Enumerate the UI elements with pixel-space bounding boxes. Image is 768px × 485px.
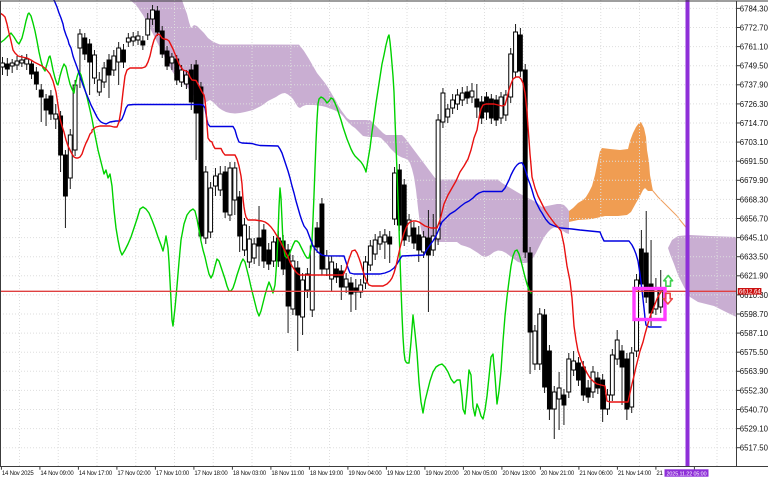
svg-text:17 Nov 02:00: 17 Nov 02:00 — [117, 471, 151, 477]
svg-text:6691.50: 6691.50 — [740, 157, 768, 166]
svg-text:18 Nov 03:00: 18 Nov 03:00 — [233, 471, 267, 477]
svg-text:2025.11.22 05:00: 2025.11.22 05:00 — [667, 472, 707, 478]
svg-text:6517.50: 6517.50 — [740, 444, 768, 453]
svg-text:6563.90: 6563.90 — [740, 367, 768, 376]
svg-text:6668.30: 6668.30 — [740, 195, 768, 204]
svg-text:18 Nov 19:00: 18 Nov 19:00 — [310, 471, 344, 477]
svg-text:20 Nov 05:00: 20 Nov 05:00 — [464, 471, 498, 477]
svg-text:21 Nov 06:00: 21 Nov 06:00 — [579, 471, 613, 477]
svg-text:6714.70: 6714.70 — [740, 119, 768, 128]
svg-text:6737.90: 6737.90 — [740, 81, 768, 90]
svg-text:6772.70: 6772.70 — [740, 23, 768, 32]
svg-text:6587.10: 6587.10 — [740, 329, 768, 338]
svg-text:14 Nov 17:00: 14 Nov 17:00 — [79, 471, 113, 477]
svg-text:6784.30: 6784.30 — [740, 4, 768, 13]
svg-text:6761.10: 6761.10 — [740, 43, 768, 52]
svg-text:6749.50: 6749.50 — [740, 62, 768, 71]
svg-text:6633.50: 6633.50 — [740, 253, 768, 262]
svg-text:21 Nov 14:00: 21 Nov 14:00 — [618, 471, 652, 477]
svg-text:18 Nov 11:00: 18 Nov 11:00 — [271, 471, 304, 477]
svg-text:6656.70: 6656.70 — [740, 214, 768, 223]
svg-text:19 Nov 04:00: 19 Nov 04:00 — [348, 471, 382, 477]
svg-text:6529.10: 6529.10 — [740, 425, 768, 434]
svg-text:17 Nov 18:00: 17 Nov 18:00 — [194, 471, 228, 477]
svg-text:6645.10: 6645.10 — [740, 234, 768, 243]
svg-text:19 Nov 20:00: 19 Nov 20:00 — [425, 471, 459, 477]
svg-text:20 Nov 21:00: 20 Nov 21:00 — [541, 471, 575, 477]
svg-text:17 Nov 10:00: 17 Nov 10:00 — [156, 471, 190, 477]
svg-text:6679.90: 6679.90 — [740, 176, 768, 185]
svg-text:14 Nov 2025: 14 Nov 2025 — [2, 471, 34, 477]
svg-text:6612.64: 6612.64 — [739, 290, 761, 296]
svg-text:6610.30: 6610.30 — [740, 291, 768, 300]
svg-text:14 Nov 09:00: 14 Nov 09:00 — [40, 471, 74, 477]
svg-text:19 Nov 12:00: 19 Nov 12:00 — [387, 471, 421, 477]
svg-text:6552.30: 6552.30 — [740, 386, 768, 395]
svg-text:20 Nov 13:00: 20 Nov 13:00 — [502, 471, 536, 477]
svg-text:6540.70: 6540.70 — [740, 405, 768, 414]
svg-text:6703.10: 6703.10 — [740, 138, 768, 147]
svg-text:6598.70: 6598.70 — [740, 310, 768, 319]
svg-text:6621.90: 6621.90 — [740, 272, 768, 281]
svg-text:6726.30: 6726.30 — [740, 100, 768, 109]
svg-text:6575.50: 6575.50 — [740, 348, 768, 357]
